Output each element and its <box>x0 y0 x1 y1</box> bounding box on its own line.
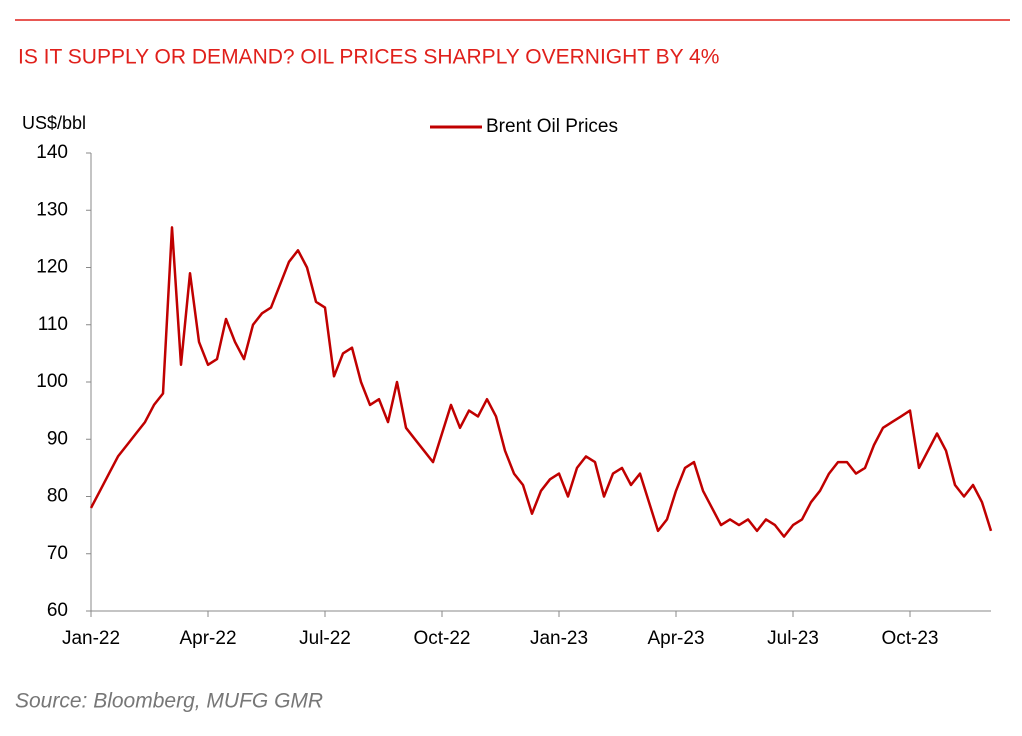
y-tick-label: 70 <box>47 543 68 564</box>
y-tick-label: 60 <box>47 600 68 621</box>
source-note: Source: Bloomberg, MUFG GMR <box>15 690 323 713</box>
x-tick-label: Jan-23 <box>530 628 588 649</box>
y-tick-label: 100 <box>36 371 68 392</box>
y-tick-label: 120 <box>36 257 68 278</box>
y-tick-label: 110 <box>38 314 68 335</box>
y-tick-label: 90 <box>47 428 68 449</box>
y-axis-label: US$/bbl <box>22 113 86 133</box>
x-tick-label: Apr-23 <box>647 628 704 649</box>
x-tick-label: Jul-22 <box>299 628 351 649</box>
x-tick-label: Jul-23 <box>767 628 819 649</box>
legend-label: Brent Oil Prices <box>486 116 618 137</box>
data-line <box>89 226 993 538</box>
y-tick-label: 140 <box>36 142 68 163</box>
x-tick-label: Apr-22 <box>179 628 236 649</box>
x-tick-label: Jan-22 <box>62 628 120 649</box>
y-tick-label: 80 <box>47 486 68 507</box>
x-tick-label: Oct-22 <box>413 628 470 649</box>
x-tick-label: Oct-23 <box>881 628 938 649</box>
chart-title: IS IT SUPPLY OR DEMAND? OIL PRICES SHARP… <box>18 46 719 69</box>
y-tick-label: 130 <box>36 199 68 220</box>
